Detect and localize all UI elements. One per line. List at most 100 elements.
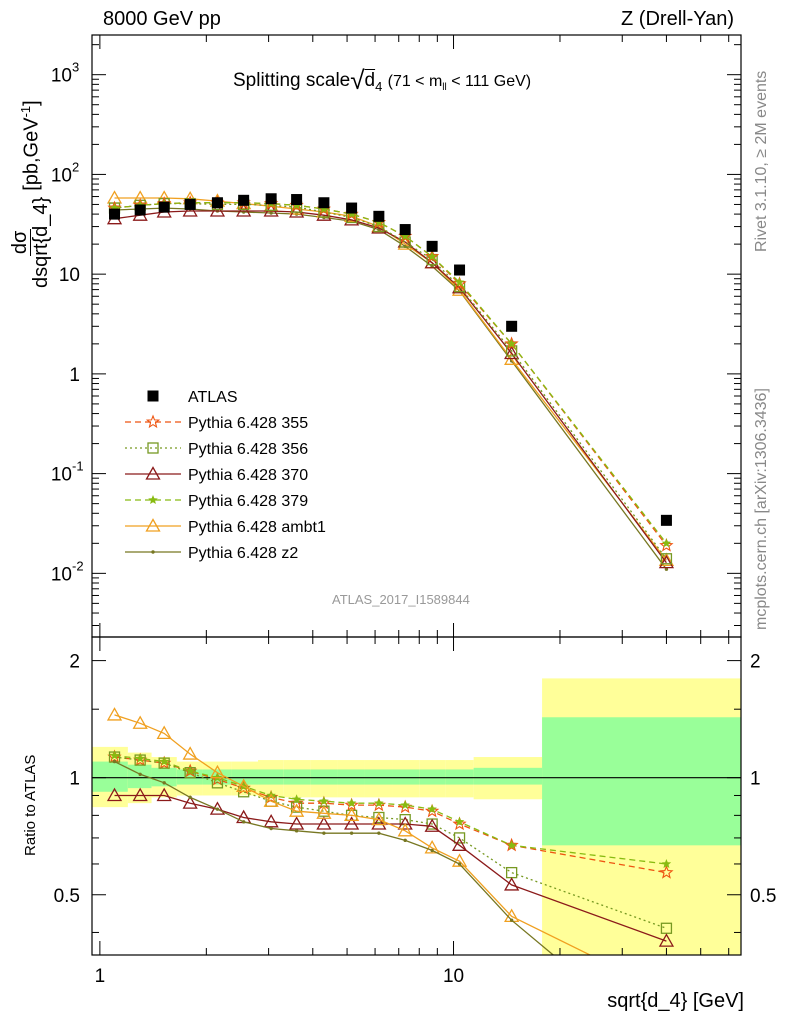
ratio-point xyxy=(319,796,329,806)
y-label-unit: [pb,GeV-1] xyxy=(17,100,43,191)
ratio-y-tick-label-right: 1 xyxy=(750,769,761,790)
ratio-point xyxy=(343,807,360,822)
legend-label: Pythia 6.428 355 xyxy=(188,415,308,432)
data-point xyxy=(426,240,438,252)
ratio-point xyxy=(660,922,673,934)
ratio-point xyxy=(661,859,672,868)
y-tick-exponent: 3 xyxy=(72,60,79,75)
ratio-point xyxy=(156,725,172,740)
data-point xyxy=(346,202,358,214)
rivet-version-label: Rivet 3.1.10, ≥ 2M events xyxy=(753,70,770,252)
y-tick-label: 10 xyxy=(51,66,72,87)
legend-marker xyxy=(147,442,159,454)
chart-title-cut: (71 < mll < 111 GeV) xyxy=(387,73,532,94)
ratio-series-pythia-6-428-379 xyxy=(109,750,672,868)
y-label-denominator: dsqrt{d_4} xyxy=(30,196,52,288)
ratio-point xyxy=(209,764,226,779)
stat-uncertainty-band xyxy=(258,769,284,785)
ratio-point xyxy=(377,831,381,835)
ratio-series-pythia-6-428-355-line xyxy=(114,756,667,874)
ratio-y-tick-label: 0.5 xyxy=(54,886,80,907)
data-point xyxy=(319,204,329,213)
ratio-panel-frame xyxy=(91,636,742,956)
chart-title: Splitting scale√d4 (71 < mll < 111 GeV) xyxy=(233,62,532,95)
ratio-point xyxy=(188,795,192,800)
series-atlas xyxy=(109,193,672,526)
data-point xyxy=(182,203,198,217)
data-point xyxy=(424,249,440,263)
main-series-group xyxy=(106,190,675,571)
data-point xyxy=(209,203,226,217)
data-point xyxy=(158,201,170,213)
ratio-point xyxy=(132,787,148,802)
legend-item-pythia-6-428-z2: Pythia 6.428 z2 xyxy=(125,545,298,562)
ratio-point xyxy=(430,848,434,853)
y-tick-label: 10 xyxy=(59,265,80,286)
ratio-point xyxy=(291,794,302,804)
analysis-watermark: ATLAS_2017_I1589844 xyxy=(332,592,470,607)
series-pythia-6-428-ambt1-line xyxy=(114,197,667,561)
ratio-point xyxy=(215,807,220,811)
data-point xyxy=(660,514,672,526)
chart-title-prefix: Splitting scale xyxy=(233,70,351,91)
legend-marker xyxy=(147,390,159,402)
ratio-y-tick-label-right: 0.5 xyxy=(750,886,776,907)
mcplots-source-label: mcplots.cern.ch [arXiv:1306.3436] xyxy=(753,388,770,630)
data-point xyxy=(399,224,411,236)
data-point xyxy=(238,194,250,206)
chart-title-symbol: d xyxy=(364,70,376,91)
legend-item-atlas: ATLAS xyxy=(147,389,238,406)
data-point xyxy=(504,345,520,360)
ratio-point xyxy=(505,866,518,879)
ratio-point xyxy=(427,804,437,814)
stat-uncertainty-band xyxy=(92,761,128,792)
ratio-y-axis-ticks: 0.5 0.5 1 1 2 2 xyxy=(54,652,776,933)
data-point xyxy=(504,336,519,350)
data-point xyxy=(506,338,517,348)
ratio-point xyxy=(185,766,195,776)
legend-item-pythia-6-428-379: Pythia 6.428 379 xyxy=(125,493,308,510)
ratio-series-pythia-6-428-379-line xyxy=(114,754,667,865)
data-point xyxy=(660,553,673,565)
data-point xyxy=(265,193,277,205)
legend: ATLAS Pythia 6.428 355 Pythia 6.428 356 Pyt… xyxy=(125,389,326,562)
ratio-point xyxy=(236,778,252,792)
ratio-y-tick-label-right: 2 xyxy=(750,652,761,673)
stat-uncertainty-band xyxy=(473,767,543,785)
data-point xyxy=(659,538,674,552)
legend-marker xyxy=(145,414,161,429)
legend-label: Pythia 6.428 370 xyxy=(188,467,308,484)
y-tick-exponent: -1 xyxy=(72,459,84,474)
ratio-point xyxy=(451,853,468,867)
ratio-series-pythia-6-428-370-line xyxy=(114,794,667,942)
series-pythia-6-428-z2-line xyxy=(114,207,667,570)
data-point xyxy=(430,264,434,268)
ratio-y-axis-label: Ratio to ATLAS xyxy=(22,754,39,856)
ratio-y-tick-label: 2 xyxy=(69,652,80,673)
legend-item-pythia-6-428-370: Pythia 6.428 370 xyxy=(125,466,308,484)
x-tick-label: 10 xyxy=(443,966,464,987)
ratio-point xyxy=(403,838,407,843)
stat-uncertainty-band xyxy=(231,769,259,785)
data-point xyxy=(211,197,223,209)
ratio-series-pythia-6-428-z2 xyxy=(112,759,555,955)
ratio-point xyxy=(453,832,466,844)
ratio-point xyxy=(316,805,332,819)
ratio-point xyxy=(294,829,299,833)
legend-item-pythia-6-428-355: Pythia 6.428 355 xyxy=(125,414,308,432)
stat-uncertainty-band xyxy=(310,769,338,785)
x-axis-label: sqrt{d_4} [GeV] xyxy=(607,990,744,1012)
ratio-point xyxy=(112,759,117,764)
legend-marker xyxy=(145,466,161,480)
ratio-point xyxy=(424,803,440,818)
legend-label: Pythia 6.428 ambt1 xyxy=(188,519,326,536)
header-right: Z (Drell-Yan) xyxy=(621,8,734,30)
y-tick-label: 10 xyxy=(51,465,72,486)
data-point xyxy=(658,552,675,566)
sqrt-sign: √ xyxy=(350,65,365,95)
data-point xyxy=(316,207,332,221)
y-label-numerator: dσ xyxy=(9,228,31,257)
stat-uncertainty-band xyxy=(392,769,420,785)
data-point xyxy=(288,204,305,218)
data-point xyxy=(236,203,252,217)
